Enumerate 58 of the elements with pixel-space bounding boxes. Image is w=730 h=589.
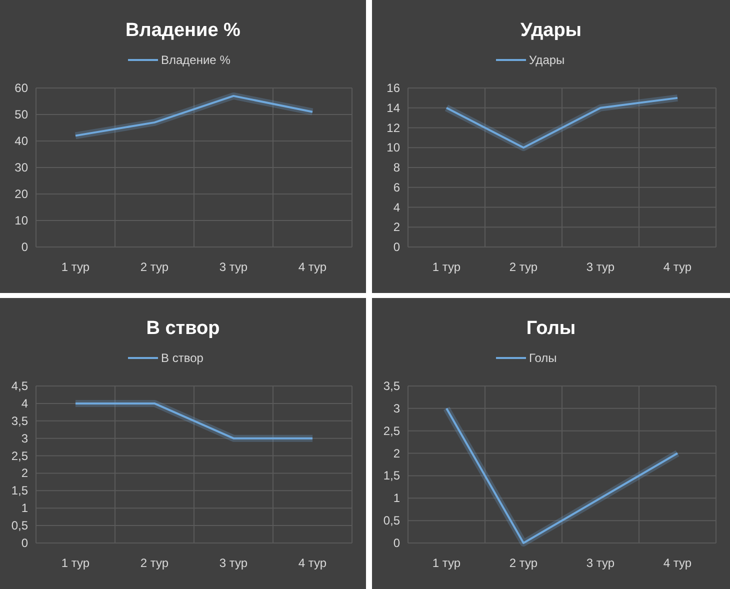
legend-label: Владение % [161, 53, 231, 67]
y-tick-label: 20 [14, 187, 28, 201]
y-tick-label: 1 [21, 501, 28, 516]
y-tick-label: 3,5 [383, 379, 400, 393]
chart-title: Удары [520, 20, 582, 41]
y-tick-label: 2 [21, 466, 28, 480]
y-tick-label: 6 [393, 180, 400, 194]
y-tick-label: 3 [21, 431, 28, 446]
x-tick-label: 3 тур [586, 556, 615, 570]
x-tick-label: 4 тур [298, 556, 327, 570]
y-tick-label: 4 [393, 200, 400, 214]
x-tick-label: 2 тур [140, 260, 169, 274]
x-tick-label: 1 тур [432, 556, 461, 570]
y-tick-label: 3 [393, 401, 400, 416]
legend-label: В створ [161, 351, 204, 365]
y-tick-label: 14 [386, 100, 400, 115]
y-tick-label: 30 [14, 160, 28, 174]
chart-title: Голы [526, 318, 576, 339]
x-tick-label: 4 тур [298, 260, 327, 274]
y-tick-label: 3,5 [11, 414, 28, 428]
y-tick-label: 1,5 [11, 484, 28, 498]
legend-label: Удары [529, 53, 565, 67]
x-tick-label: 2 тур [509, 556, 538, 570]
x-tick-label: 4 тур [663, 556, 692, 570]
y-tick-label: 4 [21, 396, 28, 410]
chart-title: Владение % [126, 20, 241, 41]
y-tick-label: 1,5 [383, 468, 400, 483]
y-tick-label: 2 [393, 446, 400, 460]
x-tick-label: 1 тур [432, 260, 461, 274]
y-tick-label: 0 [21, 536, 28, 550]
x-tick-label: 2 тур [140, 556, 169, 570]
y-tick-label: 0,5 [383, 514, 400, 528]
y-tick-label: 40 [14, 134, 28, 148]
chart-title: В створ [146, 318, 220, 339]
y-tick-label: 2 [393, 220, 400, 234]
y-tick-label: 4,5 [11, 379, 28, 393]
x-tick-label: 2 тур [509, 260, 538, 274]
y-tick-label: 10 [386, 140, 400, 155]
x-tick-label: 3 тур [219, 260, 248, 274]
x-tick-label: 1 тур [61, 556, 90, 570]
legend-label: Голы [529, 351, 557, 365]
y-tick-label: 0 [393, 536, 400, 550]
y-tick-label: 0,5 [11, 518, 28, 533]
y-tick-label: 0 [393, 240, 400, 254]
y-tick-label: 50 [14, 108, 28, 122]
y-tick-label: 1 [393, 491, 400, 506]
y-tick-label: 60 [14, 81, 28, 95]
y-tick-label: 10 [14, 214, 28, 228]
y-tick-label: 2,5 [383, 424, 400, 438]
y-tick-label: 8 [393, 160, 400, 174]
y-tick-label: 16 [386, 81, 400, 95]
y-tick-label: 0 [21, 240, 28, 254]
x-tick-label: 4 тур [663, 260, 692, 274]
x-tick-label: 3 тур [586, 260, 615, 274]
y-tick-label: 12 [386, 120, 400, 135]
x-tick-label: 3 тур [219, 556, 248, 570]
y-tick-label: 2,5 [11, 448, 28, 463]
x-tick-label: 1 тур [61, 260, 90, 274]
